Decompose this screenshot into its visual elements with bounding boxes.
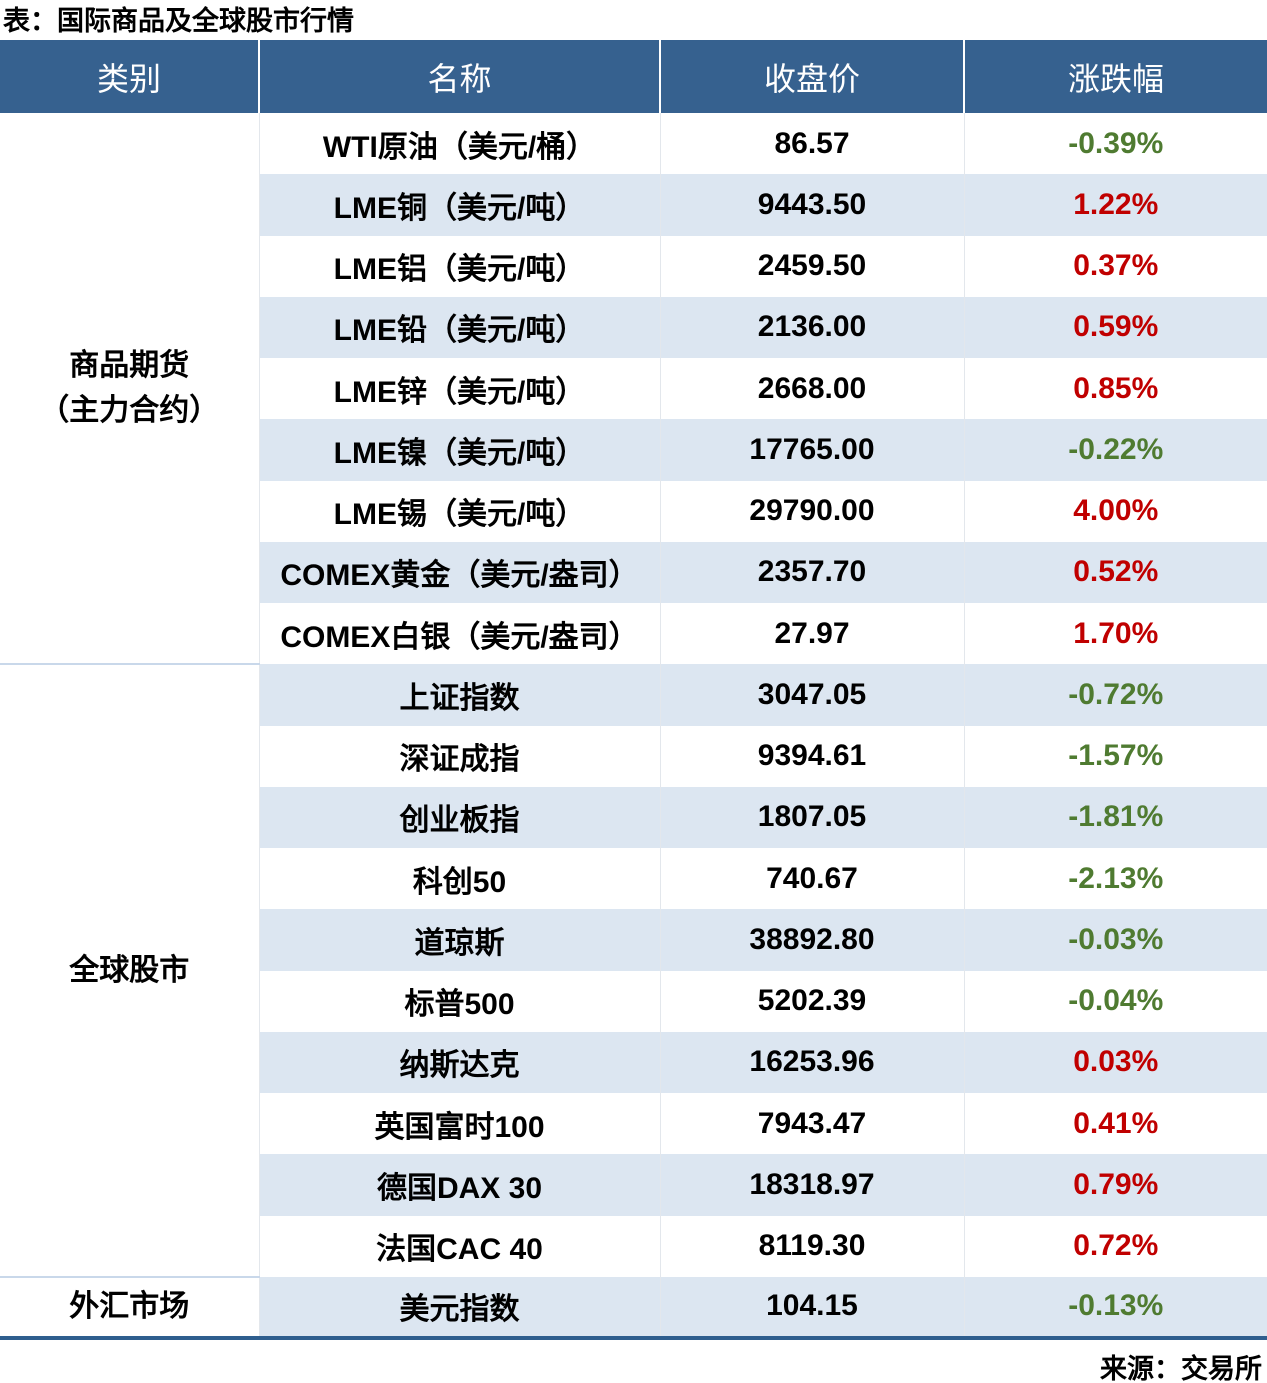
close-price: 29790.00	[659, 480, 964, 542]
close-price: 27.97	[659, 603, 964, 665]
close-price: 17765.00	[659, 419, 964, 481]
instrument-name: 创业板指	[258, 786, 660, 848]
header-close: 收盘价	[659, 40, 964, 113]
instrument-name: 上证指数	[258, 664, 660, 726]
change-percent: -1.57%	[963, 725, 1267, 787]
table-row: LME铜（美元/吨） 9443.50 1.22%	[0, 174, 1267, 236]
change-percent: 0.79%	[963, 1154, 1267, 1216]
header-change: 涨跌幅	[963, 40, 1267, 113]
change-percent: 1.22%	[963, 174, 1267, 236]
instrument-name: 科创50	[258, 848, 660, 910]
close-price: 2136.00	[659, 296, 964, 358]
close-price: 38892.80	[659, 909, 964, 971]
table-row: 科创50 740.67 -2.13%	[0, 848, 1267, 910]
instrument-name: 深证成指	[258, 725, 660, 787]
close-price: 7943.47	[659, 1093, 964, 1155]
change-percent: -2.13%	[963, 848, 1267, 910]
table-row: LME铝（美元/吨） 2459.50 0.37%	[0, 235, 1267, 297]
instrument-name: 道琼斯	[258, 909, 660, 971]
instrument-name: LME铅（美元/吨）	[258, 296, 660, 358]
table-row: 德国DAX 30 18318.97 0.79%	[0, 1154, 1267, 1216]
change-percent: 0.41%	[963, 1093, 1267, 1155]
close-price: 2459.50	[659, 235, 964, 297]
close-price: 16253.96	[659, 1031, 964, 1093]
table-row: 英国富时100 7943.47 0.41%	[0, 1093, 1267, 1155]
category-cell: 外汇市场	[0, 1275, 259, 1338]
instrument-name: COMEX黄金（美元/盎司）	[258, 541, 660, 603]
change-percent: 0.59%	[963, 296, 1267, 358]
change-percent: -0.39%	[963, 113, 1267, 175]
change-percent: -0.13%	[963, 1276, 1267, 1338]
instrument-name: 德国DAX 30	[258, 1154, 660, 1216]
instrument-name: 英国富时100	[258, 1093, 660, 1155]
instrument-name: WTI原油（美元/桶）	[258, 113, 660, 175]
category-cell: 商品期货 （主力合约）	[0, 113, 259, 665]
category-label-line: （主力合约）	[39, 394, 220, 428]
close-price: 86.57	[659, 113, 964, 175]
table-row: 标普500 5202.39 -0.04%	[0, 970, 1267, 1032]
instrument-name: LME铜（美元/吨）	[258, 174, 660, 236]
table-row: COMEX黄金（美元/盎司） 2357.70 0.52%	[0, 541, 1267, 603]
table-row: 商品期货 （主力合约） WTI原油（美元/桶） 86.57 -0.39%	[0, 113, 1267, 665]
table-title: 表：国际商品及全球股市行情	[3, 6, 354, 36]
close-price: 2357.70	[659, 541, 964, 603]
change-percent: 4.00%	[963, 480, 1267, 542]
change-percent: 0.72%	[963, 1215, 1267, 1277]
table-row: COMEX白银（美元/盎司） 27.97 1.70%	[0, 603, 1267, 665]
market-table: 类别 名称 收盘价 涨跌幅 商品期货 （主力合约） WTI原油（美元/桶） 86.…	[0, 40, 1267, 1340]
close-price: 8119.30	[659, 1215, 964, 1277]
change-percent: -0.22%	[963, 419, 1267, 481]
change-percent: -0.72%	[963, 664, 1267, 726]
header-row: 类别 名称 收盘价 涨跌幅	[0, 40, 1267, 113]
category-label-line: 商品期货	[69, 349, 190, 383]
instrument-name: LME镍（美元/吨）	[258, 419, 660, 481]
table-body: 商品期货 （主力合约） WTI原油（美元/桶） 86.57 -0.39% LME铜…	[0, 113, 1267, 1338]
instrument-name: 标普500	[258, 970, 660, 1032]
table-row: LME铅（美元/吨） 2136.00 0.59%	[0, 296, 1267, 358]
change-percent: 1.70%	[963, 603, 1267, 665]
change-percent: 0.52%	[963, 541, 1267, 603]
change-percent: 0.03%	[963, 1031, 1267, 1093]
change-percent: -0.03%	[963, 909, 1267, 971]
instrument-name: 纳斯达克	[258, 1031, 660, 1093]
close-price: 9443.50	[659, 174, 964, 236]
close-price: 5202.39	[659, 970, 964, 1032]
instrument-name: LME锡（美元/吨）	[258, 480, 660, 542]
category-label-line: 全球股市	[69, 954, 190, 987]
instrument-name: LME锌（美元/吨）	[258, 358, 660, 420]
table-row: 外汇市场 美元指数 104.15 -0.13%	[0, 1275, 1267, 1338]
table-row: LME镍（美元/吨） 17765.00 -0.22%	[0, 419, 1267, 481]
close-price: 3047.05	[659, 664, 964, 726]
close-price: 740.67	[659, 848, 964, 910]
table-row: 创业板指 1807.05 -1.81%	[0, 786, 1267, 848]
category-label-line: 外汇市场	[69, 1290, 190, 1324]
close-price: 2668.00	[659, 358, 964, 420]
table-row: LME锌（美元/吨） 2668.00 0.85%	[0, 358, 1267, 420]
table-row: 法国CAC 40 8119.30 0.72%	[0, 1215, 1267, 1277]
table-row: 全球股市 上证指数 3047.05 -0.72%	[0, 663, 1267, 1277]
change-percent: -0.04%	[963, 970, 1267, 1032]
instrument-name: 美元指数	[258, 1276, 660, 1338]
instrument-name: COMEX白银（美元/盎司）	[258, 603, 660, 665]
close-price: 104.15	[659, 1276, 964, 1338]
category-cell: 全球股市	[0, 663, 259, 1277]
table-row: LME锡（美元/吨） 29790.00 4.00%	[0, 480, 1267, 542]
header-category: 类别	[0, 40, 259, 113]
close-price: 9394.61	[659, 725, 964, 787]
table-row: 道琼斯 38892.80 -0.03%	[0, 909, 1267, 971]
instrument-name: 法国CAC 40	[258, 1215, 660, 1277]
table-row: 纳斯达克 16253.96 0.03%	[0, 1031, 1267, 1093]
change-percent: 0.37%	[963, 235, 1267, 297]
change-percent: 0.85%	[963, 358, 1267, 420]
instrument-name: LME铝（美元/吨）	[258, 235, 660, 297]
source-note: 来源：交易所	[1100, 1354, 1262, 1383]
header-name: 名称	[258, 40, 660, 113]
table-row: 深证成指 9394.61 -1.57%	[0, 725, 1267, 787]
change-percent: -1.81%	[963, 786, 1267, 848]
close-price: 1807.05	[659, 786, 964, 848]
close-price: 18318.97	[659, 1154, 964, 1216]
